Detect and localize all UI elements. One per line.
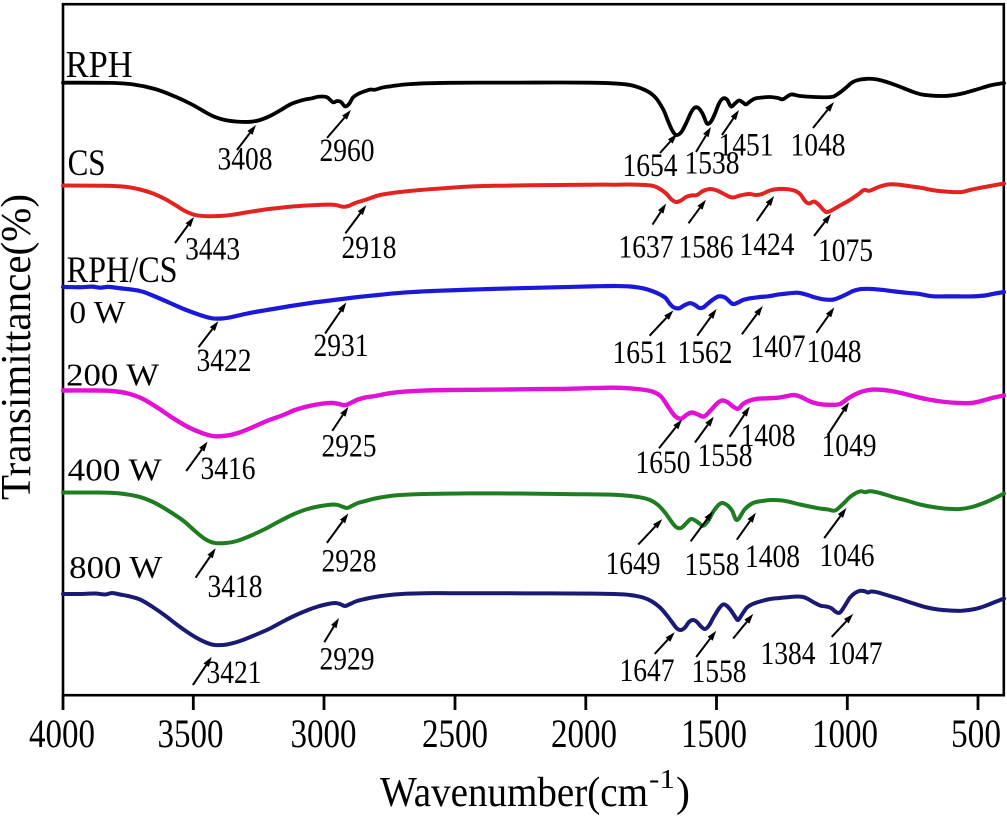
svg-text:1538: 1538 <box>685 146 740 182</box>
svg-text:1649: 1649 <box>606 546 661 582</box>
svg-text:1075: 1075 <box>818 233 873 269</box>
svg-text:1048: 1048 <box>791 128 846 164</box>
svg-text:1647: 1647 <box>620 653 675 689</box>
svg-text:1654: 1654 <box>623 148 678 184</box>
svg-text:2925: 2925 <box>322 429 377 465</box>
svg-text:1500: 1500 <box>681 711 747 756</box>
svg-text:3416: 3416 <box>201 451 256 487</box>
svg-text:Transimittance(%): Transimittance(%) <box>0 194 40 500</box>
svg-text:3418: 3418 <box>208 569 263 605</box>
svg-text:1558: 1558 <box>698 438 753 474</box>
svg-text:2928: 2928 <box>322 544 377 580</box>
svg-text:1046: 1046 <box>820 538 875 574</box>
svg-text:3422: 3422 <box>197 343 252 379</box>
svg-text:1407: 1407 <box>751 329 806 365</box>
svg-text:4000: 4000 <box>29 711 95 756</box>
svg-text:1424: 1424 <box>740 227 795 263</box>
svg-text:3443: 3443 <box>185 232 240 268</box>
svg-text:500: 500 <box>951 711 1001 756</box>
svg-text:2929: 2929 <box>320 642 375 678</box>
svg-text:CS: CS <box>68 143 106 184</box>
svg-text:1000: 1000 <box>812 711 878 756</box>
svg-text:2931: 2931 <box>314 328 369 364</box>
svg-text:-1: -1 <box>649 764 675 794</box>
svg-text:400 W: 400 W <box>68 452 163 488</box>
svg-text:RPH: RPH <box>66 44 133 86</box>
svg-text:200 W: 200 W <box>66 357 160 393</box>
svg-text:2500: 2500 <box>422 711 488 756</box>
svg-text:1408: 1408 <box>745 539 800 575</box>
svg-text:RPH/CS: RPH/CS <box>67 250 178 291</box>
svg-text:1562: 1562 <box>678 335 733 371</box>
svg-text:1451: 1451 <box>719 128 774 164</box>
svg-text:1558: 1558 <box>685 547 740 583</box>
svg-text:1384: 1384 <box>761 636 816 672</box>
svg-text:1650: 1650 <box>636 445 691 481</box>
svg-text:1558: 1558 <box>692 654 747 690</box>
svg-text:3408: 3408 <box>218 142 273 178</box>
svg-text:800 W: 800 W <box>69 549 163 585</box>
svg-text:1637: 1637 <box>619 230 674 266</box>
svg-text:3000: 3000 <box>291 711 357 756</box>
svg-text:0 W: 0 W <box>69 294 126 330</box>
svg-text:1048: 1048 <box>807 334 862 370</box>
svg-text:3421: 3421 <box>207 655 262 691</box>
svg-text:1047: 1047 <box>828 636 883 672</box>
svg-text:2918: 2918 <box>342 230 397 266</box>
svg-text:1408: 1408 <box>741 418 796 454</box>
svg-text:1651: 1651 <box>613 335 668 371</box>
svg-text:2960: 2960 <box>320 133 375 169</box>
svg-text:1586: 1586 <box>679 230 734 266</box>
svg-text:2000: 2000 <box>551 711 617 756</box>
svg-text:Wavenumber(cm: Wavenumber(cm <box>380 770 648 816</box>
svg-text:1049: 1049 <box>822 428 877 464</box>
svg-text:): ) <box>676 770 690 816</box>
svg-text:3500: 3500 <box>158 711 224 756</box>
